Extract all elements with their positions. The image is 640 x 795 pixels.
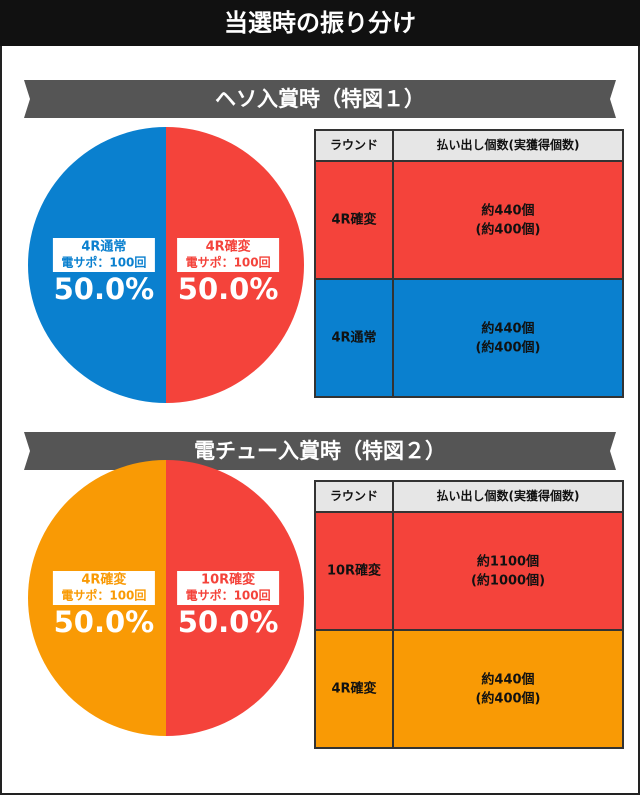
slice-value-label: 50.0% <box>54 272 155 306</box>
table-cell <box>392 511 624 631</box>
slice-category: 4R確変 <box>81 572 126 588</box>
actual-payout-label: (約400個) <box>475 340 540 356</box>
slice-category: 4R通常 <box>81 239 126 255</box>
payout-label: 約1100個 <box>477 554 539 570</box>
section-title: ヘソ入賞時（特図１） <box>215 87 425 111</box>
title-bar <box>0 0 640 46</box>
column-header: ラウンド <box>330 138 378 152</box>
slice-value-label: 50.0% <box>54 605 155 639</box>
page-title: 当選時の振り分け <box>224 9 416 37</box>
slice-note: 電サポ：100回 <box>61 588 146 603</box>
table-header <box>314 480 624 513</box>
slice-note: 電サポ：100回 <box>186 588 271 603</box>
table-cell <box>392 278 624 398</box>
slice-note: 電サポ：100回 <box>186 255 271 270</box>
section-banner <box>24 80 616 118</box>
slice-category: 4R確変 <box>206 239 251 255</box>
payout-label: 約440個 <box>481 203 534 219</box>
actual-payout-label: (約400個) <box>475 222 540 238</box>
table-header <box>314 129 624 162</box>
column-header: 払い出し個数(実獲得個数) <box>437 488 580 503</box>
table-cell <box>392 629 624 749</box>
round-label: 4R確変 <box>331 212 376 228</box>
slice-value-label: 50.0% <box>178 272 279 306</box>
slice-category: 10R確変 <box>201 572 255 588</box>
column-header: 払い出し個数(実獲得個数) <box>437 137 580 152</box>
slice-label-box <box>52 571 155 605</box>
actual-payout-label: (約400個) <box>475 691 540 707</box>
slice-label-box <box>177 571 280 605</box>
table-cell <box>392 160 624 280</box>
round-label: 4R通常 <box>331 330 376 346</box>
table-cell <box>314 160 394 280</box>
actual-payout-label: (約1000個) <box>471 573 545 589</box>
section-title: 電チュー入賞時（特図２） <box>194 439 446 463</box>
slice-label-box <box>177 238 280 272</box>
slice-label-box <box>52 238 155 272</box>
payout-label: 約440個 <box>481 321 534 337</box>
table-cell <box>314 278 394 398</box>
table-cell <box>314 629 394 749</box>
round-label: 10R確変 <box>327 563 381 579</box>
slice-value-label: 50.0% <box>178 605 279 639</box>
round-label: 4R確変 <box>331 681 376 697</box>
payout-label: 約440個 <box>481 672 534 688</box>
slice-note: 電サポ：100回 <box>61 255 146 270</box>
column-header: ラウンド <box>330 489 378 503</box>
